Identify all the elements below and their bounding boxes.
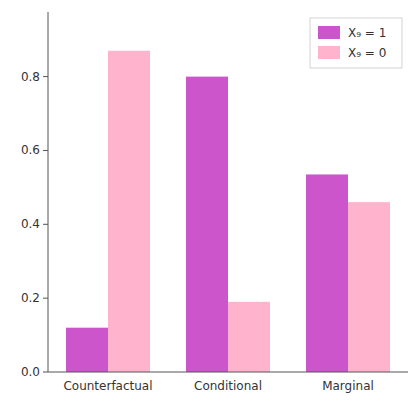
legend-label: X₉ = 0 — [348, 46, 386, 60]
y-tick — [43, 150, 48, 151]
y-tick — [43, 298, 48, 299]
x-tick-label: Conditional — [194, 379, 262, 393]
x-tick-label: Marginal — [322, 379, 374, 393]
bar — [348, 202, 390, 372]
bar — [186, 77, 228, 372]
legend: X₉ = 1 X₉ = 0 — [310, 18, 402, 68]
bar — [306, 174, 348, 372]
legend-label: X₉ = 1 — [348, 26, 386, 40]
y-tick-label: 0.2 — [21, 291, 40, 305]
x-axis-line — [48, 372, 408, 373]
y-tick-label: 0.4 — [21, 217, 40, 231]
y-tick — [43, 224, 48, 225]
y-tick-label: 0.0 — [21, 365, 40, 379]
bar — [228, 302, 270, 372]
legend-swatch — [318, 26, 340, 39]
bar — [66, 328, 108, 372]
y-tick-label: 0.6 — [21, 143, 40, 157]
legend-box — [310, 18, 402, 68]
y-tick — [43, 76, 48, 77]
chart-container: 0.0 0.2 0.4 0.6 0.8 Counterfactual Conditional… — [0, 0, 420, 404]
y-axis-line — [48, 12, 49, 372]
y-tick-label: 0.8 — [21, 70, 40, 84]
x-tick-label: Counterfactual — [63, 379, 152, 393]
y-axis: 0.0 0.2 0.4 0.6 0.8 — [21, 70, 48, 379]
x-axis: Counterfactual Conditional Marginal — [63, 379, 373, 393]
legend-swatch — [318, 46, 340, 59]
y-tick — [43, 372, 48, 373]
bar — [108, 51, 150, 372]
bars — [66, 51, 390, 372]
chart-svg: 0.0 0.2 0.4 0.6 0.8 Counterfactual Conditional… — [0, 0, 420, 404]
